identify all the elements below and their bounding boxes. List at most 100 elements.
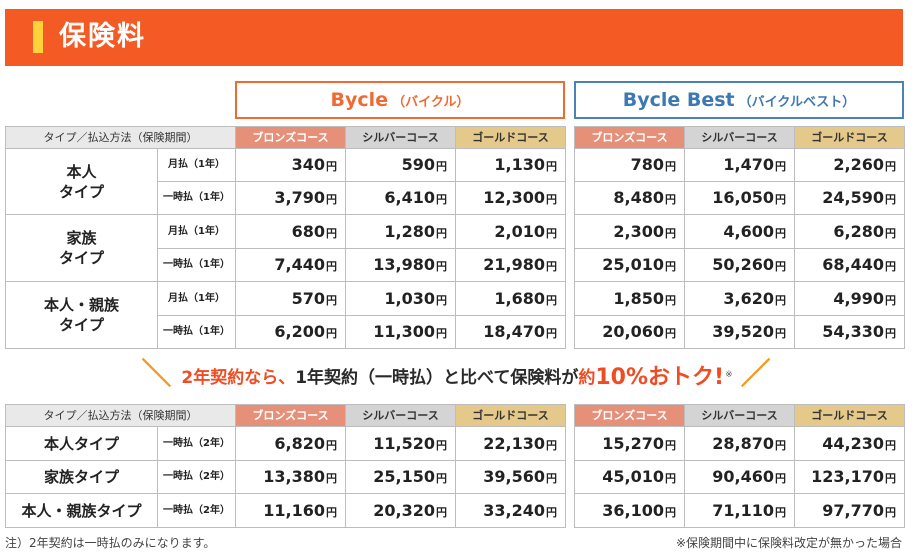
yen-unit: 円: [436, 327, 447, 340]
price-cell: 1,850円: [574, 281, 685, 316]
price-value: 33,240: [483, 500, 545, 520]
banner-accent-bar: [33, 21, 43, 53]
yen-unit: 円: [885, 505, 896, 519]
yen-unit: 円: [885, 226, 896, 240]
page-title: 保険料: [59, 21, 146, 52]
plan-sub: （バイクル）: [392, 94, 470, 110]
price-value: 590: [401, 155, 435, 174]
yen-unit: 円: [326, 260, 337, 273]
price-cell: 4,990円: [794, 281, 905, 316]
yen-unit: 円: [326, 293, 337, 307]
type-line2: タイプ: [58, 316, 104, 334]
gold-course-header: ゴールドコース: [794, 126, 905, 149]
promo-middle: 1年契約（一時払）と比べて保険料が: [295, 367, 579, 388]
type-cell: 本人タイプ: [5, 426, 158, 461]
yen-unit: 円: [326, 472, 337, 485]
promo-discount: 10%おトク!: [595, 365, 725, 390]
type-line1: 家族: [66, 229, 97, 247]
yen-unit: 円: [546, 260, 557, 273]
price-value: 3,790: [274, 188, 325, 207]
price-value: 71,110: [712, 500, 774, 520]
price-value: 25,010: [602, 255, 664, 274]
yen-unit: 円: [326, 160, 337, 173]
yen-unit: 円: [775, 505, 786, 519]
payment-method-label: 月払（1年）: [157, 148, 236, 182]
price-cell: 20,320円: [345, 493, 456, 528]
type-cell: 家族タイプ: [5, 460, 158, 494]
price-cell: 1,680円: [455, 281, 566, 316]
price-cell: 33,240円: [455, 493, 566, 528]
yen-unit: 円: [665, 160, 676, 173]
promo-banner: ＼ 2年契約なら、1年契約（一時払）と比べて保険料が約 10%おトク! ※ ／: [100, 357, 812, 393]
yen-unit: 円: [665, 193, 676, 206]
price-cell: 22,130円: [455, 426, 566, 461]
price-cell: 1,030円: [345, 281, 456, 316]
price-cell: 25,150円: [345, 460, 456, 494]
price-cell: 11,520円: [345, 426, 456, 461]
yen-unit: 円: [546, 327, 557, 340]
price-value: 1,850: [613, 288, 664, 308]
price-cell: 4,600円: [684, 214, 795, 249]
price-cell: 2,300円: [574, 214, 685, 249]
price-value: 21,980: [483, 255, 545, 274]
yen-unit: 円: [775, 472, 786, 485]
price-value: 3,620: [723, 288, 774, 308]
gold-course-header: ゴールドコース: [455, 404, 566, 427]
price-value: 1,470: [723, 155, 774, 174]
price-value: 6,280: [833, 221, 884, 241]
price-value: 680: [291, 221, 325, 241]
price-value: 15,270: [602, 433, 664, 453]
price-value: 22,130: [483, 433, 545, 453]
price-cell: 44,230円: [794, 426, 905, 461]
price-value: 24,590: [822, 188, 884, 207]
price-cell: 15,270円: [574, 426, 685, 461]
price-cell: 39,520円: [684, 315, 795, 349]
type-cell-kazoku: 家族 タイプ: [5, 214, 158, 282]
price-cell: 90,460円: [684, 460, 795, 494]
price-value: 6,410: [384, 188, 435, 207]
premium-table-1year-bycle: タイプ／払込方法（保険期間） ブロンズコース シルバーコース ゴールドコース 本…: [5, 126, 566, 349]
type-cell-honnin-shinzoku: 本人・親族 タイプ: [5, 281, 158, 349]
price-value: 11,520: [373, 433, 435, 453]
gold-course-header: ゴールドコース: [794, 404, 905, 427]
yen-unit: 円: [546, 505, 557, 519]
yen-unit: 円: [436, 260, 447, 273]
price-cell: 3,790円: [235, 181, 346, 215]
type-column-header: タイプ／払込方法（保険期間）: [5, 404, 236, 427]
yen-unit: 円: [546, 193, 557, 206]
yen-unit: 円: [436, 226, 447, 240]
price-cell: 45,010円: [574, 460, 685, 494]
yen-unit: 円: [546, 226, 557, 240]
price-cell: 50,260円: [684, 248, 795, 282]
price-cell: 13,380円: [235, 460, 346, 494]
price-value: 2,260: [833, 155, 884, 174]
price-value: 4,600: [723, 221, 774, 241]
price-value: 36,100: [602, 500, 664, 520]
price-value: 44,230: [822, 433, 884, 453]
yen-unit: 円: [775, 193, 786, 206]
price-cell: 8,480円: [574, 181, 685, 215]
price-value: 11,300: [373, 322, 435, 341]
price-value: 12,300: [483, 188, 545, 207]
type-cell: 本人・親族タイプ: [5, 493, 158, 528]
price-cell: 39,560円: [455, 460, 566, 494]
payment-method-label: 月払（1年）: [157, 281, 236, 316]
plan-name: Bycle Best: [622, 89, 735, 111]
price-value: 13,980: [373, 255, 435, 274]
yen-unit: 円: [885, 260, 896, 273]
price-cell: 97,770円: [794, 493, 905, 528]
price-cell: 680円: [235, 214, 346, 249]
promo-slash-right: ／: [740, 357, 771, 392]
yen-unit: 円: [326, 226, 337, 240]
price-value: 8,480: [613, 188, 664, 207]
premium-table-2year-bycle-best: ブロンズコース シルバーコース ゴールドコース 15,270円 28,870円 …: [574, 404, 905, 528]
bronze-course-header: ブロンズコース: [574, 404, 685, 427]
price-value: 20,320: [373, 500, 435, 520]
yen-unit: 円: [775, 293, 786, 307]
payment-method-label: 一時払（2年）: [157, 493, 236, 528]
bronze-course-header: ブロンズコース: [574, 126, 685, 149]
price-value: 11,160: [263, 500, 325, 520]
payment-method-label: 一時払（2年）: [157, 460, 236, 494]
price-value: 340: [291, 155, 325, 174]
price-cell: 590円: [345, 148, 456, 182]
